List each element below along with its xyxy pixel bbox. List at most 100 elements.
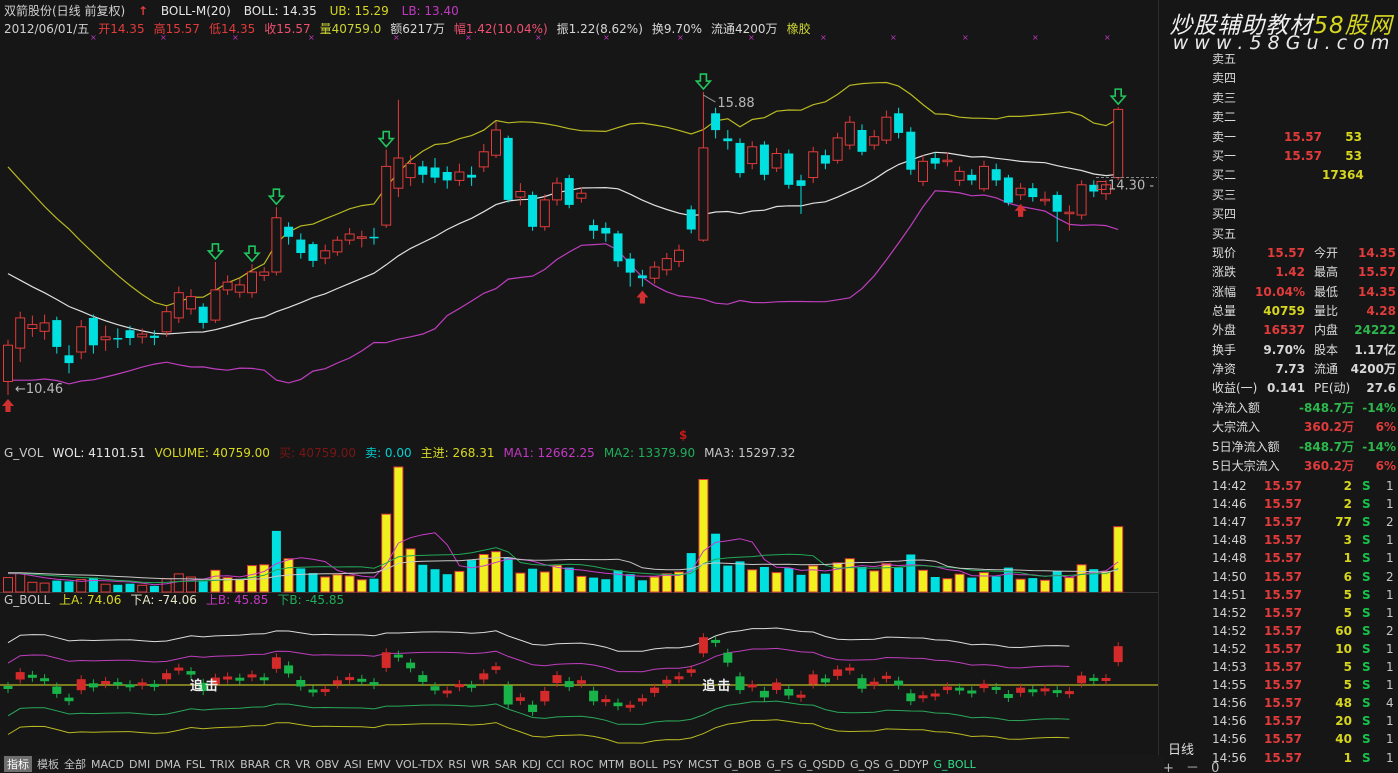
- tick-side: S: [1362, 660, 1371, 674]
- order-book-row[interactable]: 买一 15.57 53: [1162, 147, 1398, 166]
- month-tick: ×: [1032, 33, 1039, 42]
- gboll-chart[interactable]: 追击 追击: [0, 606, 1158, 755]
- tab-指标[interactable]: 指标: [4, 756, 32, 772]
- tick-count-clipped: 1: [1386, 641, 1394, 656]
- tab-VR[interactable]: VR: [295, 757, 311, 771]
- order-book-row[interactable]: 卖四: [1162, 69, 1398, 88]
- tab-DMA[interactable]: DMA: [155, 757, 181, 771]
- tick-row[interactable]: 14:48 15.57 1 S 1: [1162, 549, 1398, 568]
- order-level-label: 卖四: [1212, 71, 1237, 86]
- tick-count-clipped: 1: [1386, 497, 1394, 512]
- tick-row[interactable]: 14:52 15.57 10 S 1: [1162, 640, 1398, 659]
- tab-G_BOLL[interactable]: G_BOLL: [933, 757, 976, 771]
- order-level-label: 买五: [1212, 226, 1237, 241]
- order-book-row[interactable]: 买五: [1162, 225, 1398, 244]
- tick-row[interactable]: 14:56 15.57 48 S 4: [1162, 694, 1398, 713]
- tick-time: 14:51: [1212, 587, 1247, 602]
- tick-row[interactable]: 14:51 15.57 5 S 1: [1162, 586, 1398, 605]
- flow-label: 5日净流入额: [1212, 439, 1280, 454]
- tab-CR[interactable]: CR: [275, 757, 291, 771]
- indicator-name[interactable]: BOLL-M(20): [160, 4, 231, 18]
- order-level-label: 买三: [1212, 187, 1237, 202]
- tick-time: 14:52: [1212, 641, 1247, 656]
- tab-OBV[interactable]: OBV: [315, 757, 339, 771]
- tab-FSL[interactable]: FSL: [185, 757, 205, 771]
- order-book-row[interactable]: 卖三: [1162, 89, 1398, 108]
- tab-MACD[interactable]: MACD: [91, 757, 124, 771]
- tick-row[interactable]: 14:52 15.57 60 S 2: [1162, 622, 1398, 641]
- tick-volume: 60: [1335, 623, 1352, 638]
- tab-G_DDYP[interactable]: G_DDYP: [884, 757, 929, 771]
- volume-chart[interactable]: [0, 460, 1158, 594]
- tab-KDJ[interactable]: KDJ: [522, 757, 541, 771]
- tab-VOL-TDX[interactable]: VOL-TDX: [395, 757, 444, 771]
- tab-PSY[interactable]: PSY: [662, 757, 683, 771]
- tick-row[interactable]: 14:53 15.57 5 S 1: [1162, 658, 1398, 677]
- tick-row[interactable]: 14:52 15.57 5 S 1: [1162, 604, 1398, 623]
- month-tick: ×: [535, 33, 542, 42]
- quote-value: 7.73: [1275, 361, 1305, 376]
- dollar-mark: $: [679, 428, 688, 442]
- tab-CCI[interactable]: CCI: [545, 757, 565, 771]
- month-tick: ×: [1104, 33, 1111, 42]
- period-selector[interactable]: 日线: [1168, 743, 1195, 758]
- tab-G_QS[interactable]: G_QS: [850, 757, 880, 771]
- quote-value: 15.57: [1267, 246, 1305, 260]
- gboll-header-token: 上B: 45.85: [205, 593, 269, 607]
- tab-G_QSDD[interactable]: G_QSDD: [798, 757, 846, 771]
- tab-ROC[interactable]: ROC: [569, 757, 594, 771]
- tick-side: S: [1362, 696, 1371, 711]
- quote-value: 15.57: [1358, 265, 1396, 280]
- info-token: 量40759.0: [319, 22, 382, 36]
- tab-G_FS[interactable]: G_FS: [766, 757, 794, 771]
- tick-row[interactable]: 14:50 15.57 6 S 2: [1162, 568, 1398, 587]
- info-token: 高15.57: [153, 22, 200, 36]
- tick-count-clipped: 1: [1386, 605, 1394, 620]
- order-book-row[interactable]: 卖一 15.57 53: [1162, 128, 1398, 147]
- quote-value: 4200万: [1350, 361, 1396, 376]
- tab-DMI[interactable]: DMI: [128, 757, 151, 771]
- tick-row[interactable]: 14:46 15.57 2 S 1: [1162, 495, 1398, 514]
- gvol-header-token: WOL: 41101.51: [52, 446, 146, 460]
- zoom-controls[interactable]: + － 0: [1163, 761, 1224, 773]
- tab-G_BOB[interactable]: G_BOB: [723, 757, 762, 771]
- tick-time: 14:48: [1212, 551, 1247, 566]
- order-book-row[interactable]: 卖二: [1162, 108, 1398, 127]
- tab-ASI[interactable]: ASI: [343, 757, 362, 771]
- main-price-chart[interactable]: ←10.46 15.88 14.30 - 1: [0, 43, 1158, 443]
- tick-row[interactable]: 14:47 15.57 77 S 2: [1162, 513, 1398, 532]
- tick-row[interactable]: 14:56 15.57 1 S 1: [1162, 749, 1398, 768]
- tick-volume: 2: [1343, 479, 1352, 493]
- tab-BOLL[interactable]: BOLL: [629, 757, 658, 771]
- quote-label: 换手: [1212, 342, 1237, 357]
- logo-text-main: 炒股辅助教材: [1169, 13, 1314, 39]
- tick-row[interactable]: 14:56 15.57 20 S 1: [1162, 712, 1398, 731]
- tab-WR[interactable]: WR: [471, 757, 490, 771]
- tab-RSI[interactable]: RSI: [448, 757, 467, 771]
- quote-label: 外盘: [1212, 323, 1237, 338]
- gvol-header-token: MA2: 13379.90: [603, 446, 696, 460]
- tick-row[interactable]: 14:42 15.57 2 S 1: [1162, 477, 1398, 496]
- order-book-row[interactable]: 买二 17364: [1162, 166, 1398, 185]
- order-book-row[interactable]: 买四: [1162, 205, 1398, 224]
- tick-row[interactable]: 14:55 15.57 5 S 1: [1162, 676, 1398, 695]
- tab-MCST[interactable]: MCST: [687, 757, 719, 771]
- order-book-row[interactable]: 卖五: [1162, 50, 1398, 69]
- tab-SAR[interactable]: SAR: [494, 757, 518, 771]
- tab-全部[interactable]: 全部: [64, 758, 86, 771]
- gvol-header-token: MA1: 12662.25: [503, 446, 595, 460]
- tick-count-clipped: 2: [1386, 623, 1394, 638]
- tab-TRIX[interactable]: TRIX: [209, 757, 236, 771]
- tab-MTM[interactable]: MTM: [598, 757, 625, 771]
- gvol-header-token: 卖: 0.00: [365, 446, 412, 460]
- order-book-row[interactable]: 买三: [1162, 186, 1398, 205]
- tab-模板[interactable]: 模板: [37, 758, 59, 771]
- tick-time: 14:56: [1212, 696, 1247, 711]
- flow-row: 大宗流入 360.2万 6%: [1162, 418, 1398, 437]
- tab-BRAR[interactable]: BRAR: [240, 757, 271, 771]
- tick-row[interactable]: 14:48 15.57 3 S 1: [1162, 531, 1398, 550]
- tick-row[interactable]: 14:56 15.57 40 S 1: [1162, 730, 1398, 749]
- quote-value: 14.35: [1358, 246, 1396, 260]
- quote-row: 收益(一) 0.141 PE(动) 27.6: [1162, 379, 1398, 398]
- tab-EMV[interactable]: EMV: [366, 757, 391, 771]
